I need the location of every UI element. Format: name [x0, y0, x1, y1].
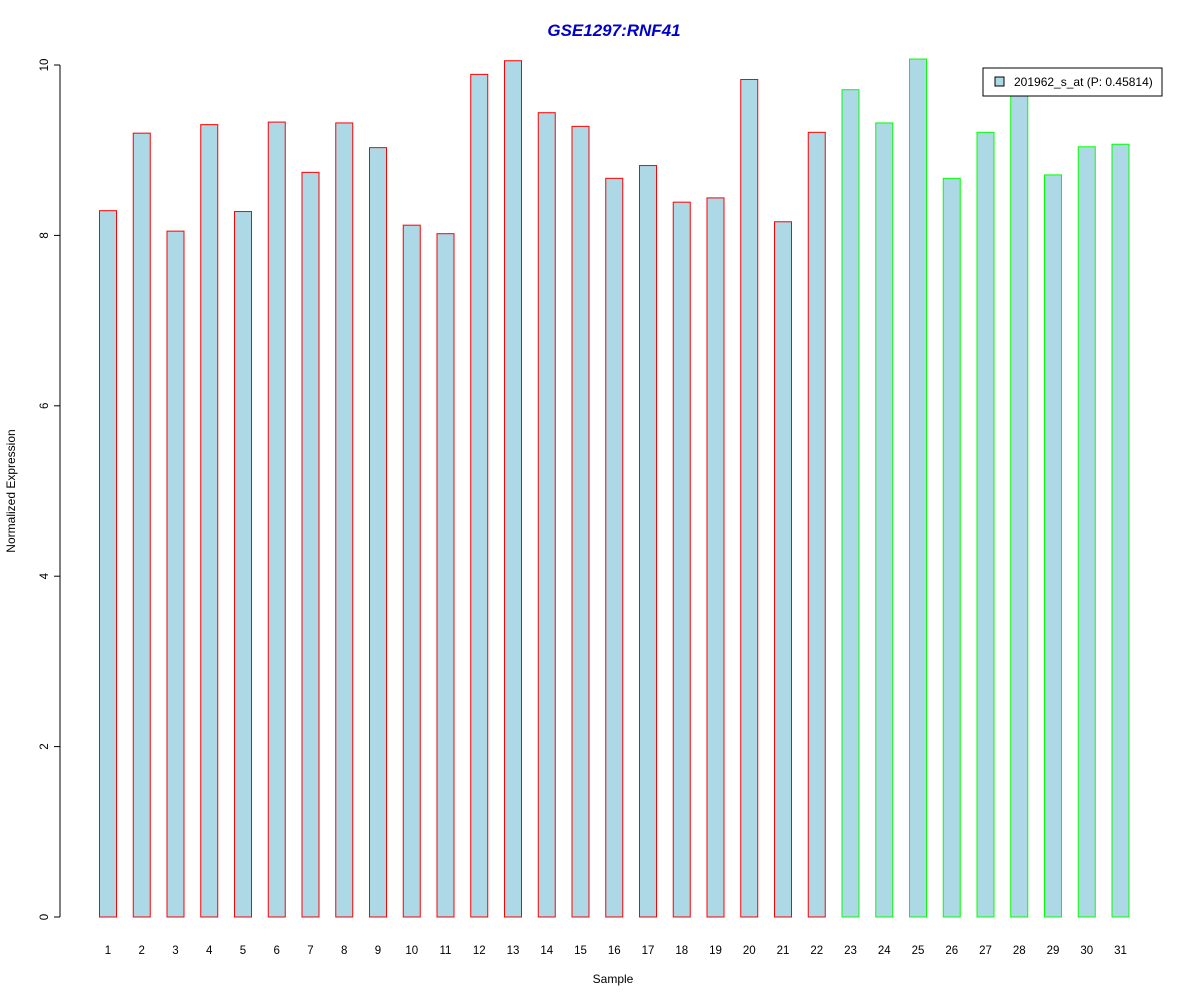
x-tick-label: 22 — [810, 945, 823, 957]
x-axis-label: Sample — [593, 972, 634, 986]
bar-sample-12 — [470, 73, 489, 918]
bar-sample-19 — [706, 197, 725, 918]
x-tick-label: 11 — [440, 945, 452, 957]
x-tick-label: 19 — [709, 945, 722, 957]
x-tick-label: 31 — [1114, 945, 1127, 957]
x-tick-label: 17 — [642, 945, 655, 957]
x-tick-label: 2 — [139, 945, 145, 957]
bar-sample-30 — [1077, 146, 1096, 918]
x-tick-label: 21 — [777, 945, 790, 957]
bar-sample-18 — [672, 201, 691, 918]
x-tick-label: 14 — [540, 945, 553, 957]
x-tick-labels: 1 2 3 4 5 6 7 8 9 10 11 12 13 14 15 16 17 18 19 20 21 22 23 24 2… — [105, 945, 1127, 957]
legend-label: 201962_s_at (P: 0.45814) — [1014, 75, 1153, 89]
bar-sample-17 — [639, 165, 657, 918]
x-tick-label: 26 — [945, 945, 958, 957]
x-tick-label: 12 — [473, 945, 486, 957]
x-tick-label: 25 — [912, 945, 925, 957]
bar-sample-14 — [537, 112, 556, 918]
x-tick-label: 10 — [405, 945, 418, 957]
bars — [99, 58, 1130, 918]
bar-sample-23 — [841, 89, 860, 918]
x-tick-label: 1 — [105, 945, 111, 957]
bar-sample-22 — [807, 131, 826, 918]
x-tick-label: 7 — [307, 945, 313, 957]
bar-sample-20 — [740, 78, 759, 918]
x-tick-label: 20 — [743, 945, 756, 957]
x-tick-label: 15 — [574, 945, 587, 957]
x-tick-label: 8 — [341, 945, 347, 957]
bar-sample-6 — [267, 121, 286, 918]
legend-box — [982, 67, 1163, 97]
bar-sample-26 — [942, 177, 961, 918]
x-tick-label: 18 — [675, 945, 688, 957]
x-tick-label: 13 — [507, 945, 520, 957]
bar-sample-21 — [774, 221, 792, 918]
x-tick-label: 16 — [608, 945, 621, 957]
bar-sample-16 — [605, 177, 624, 918]
bar-sample-7 — [301, 171, 320, 918]
bar-sample-8 — [335, 122, 354, 918]
x-tick-label: 24 — [878, 945, 891, 957]
x-tick-label: 23 — [844, 945, 857, 957]
x-tick-label: 28 — [1013, 945, 1026, 957]
bar-sample-4 — [200, 124, 219, 918]
y-tick-label: 0 — [39, 914, 51, 920]
x-tick-label: 4 — [206, 945, 213, 957]
y-tick-label: 2 — [39, 743, 51, 749]
bar-sample-3 — [166, 230, 185, 918]
y-tick-label: 10 — [39, 59, 51, 72]
bar-sample-27 — [976, 131, 995, 918]
y-tick-label: 8 — [39, 232, 51, 238]
x-tick-label: 27 — [979, 945, 992, 957]
bar-sample-1 — [99, 210, 117, 918]
bar-sample-31 — [1111, 143, 1130, 918]
bar-sample-28 — [1010, 93, 1029, 918]
y-tick-label: 6 — [39, 403, 51, 409]
bar-sample-15 — [571, 125, 590, 918]
x-tick-label: 9 — [375, 945, 381, 957]
bar-sample-13 — [504, 60, 522, 918]
y-axis: 0 2 4 6 8 10 — [39, 59, 61, 920]
chart-title: GSE1297:RNF41 — [547, 21, 680, 40]
x-tick-label: 3 — [172, 945, 178, 957]
x-tick-label: 6 — [274, 945, 280, 957]
bar-sample-9 — [369, 147, 387, 918]
bar-sample-29 — [1044, 174, 1062, 918]
y-tick-label: 4 — [39, 572, 51, 579]
bar-sample-11 — [436, 233, 455, 918]
x-tick-label: 29 — [1047, 945, 1060, 957]
bar-sample-2 — [132, 132, 151, 918]
x-tick-label: 30 — [1080, 945, 1093, 957]
y-axis-label: Normalized Expression — [4, 429, 18, 552]
bar-sample-10 — [402, 224, 421, 918]
bar-sample-24 — [875, 122, 894, 918]
legend-swatch — [994, 76, 1005, 87]
x-tick-label: 5 — [240, 945, 246, 957]
legend: 201962_s_at (P: 0.45814) — [982, 67, 1163, 97]
bar-sample-25 — [909, 58, 927, 918]
bar-sample-5 — [234, 211, 252, 918]
